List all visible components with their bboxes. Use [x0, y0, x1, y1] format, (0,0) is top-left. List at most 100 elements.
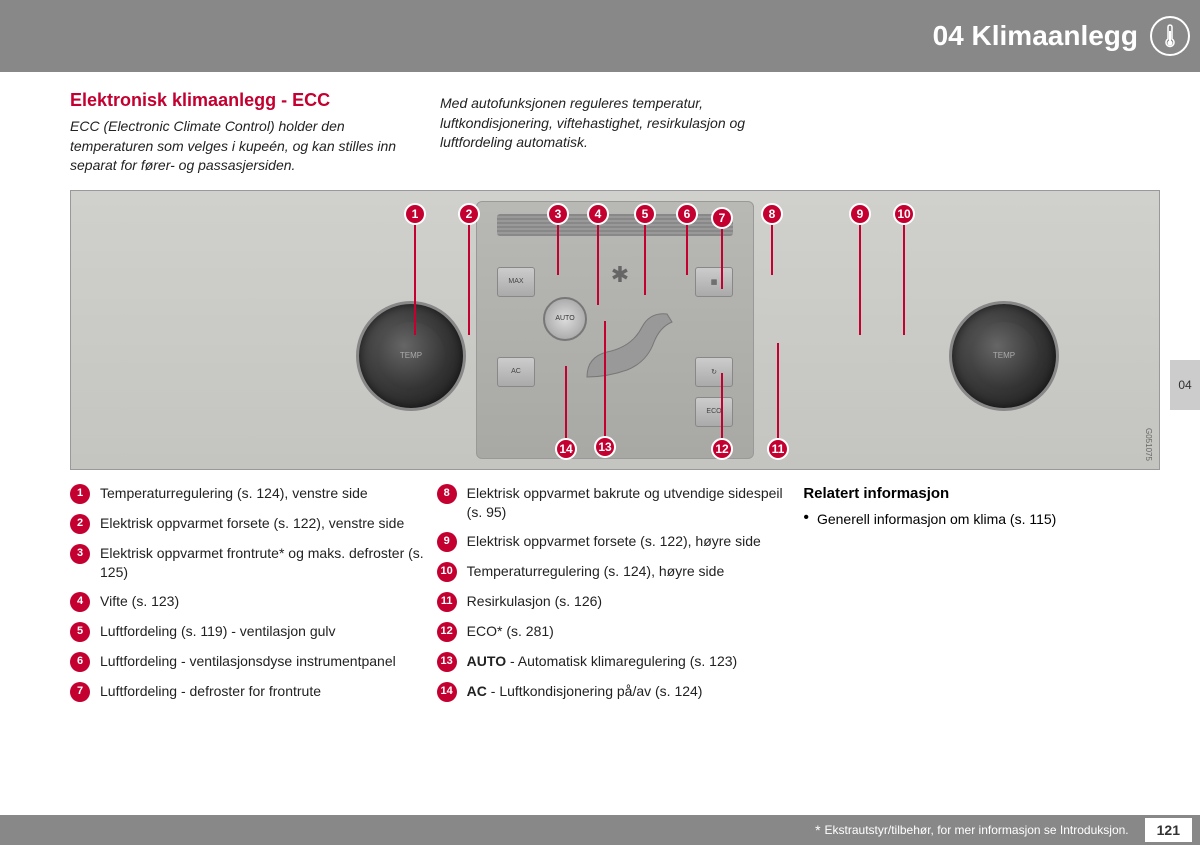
callout-3: 3 — [547, 203, 569, 225]
callout-2: 2 — [458, 203, 480, 225]
legend-num-7: 7 — [70, 682, 90, 702]
legend-text-5: Luftfordeling (s. 119) - ventilasjon gul… — [100, 622, 427, 642]
section-heading: Elektronisk klimaanlegg - ECC — [70, 90, 430, 111]
legend-text-1: Temperaturregulering (s. 124), venstre s… — [100, 484, 427, 504]
callout-1: 1 — [404, 203, 426, 225]
related-item-0: • Generell informasjon om klima (s. 115) — [803, 510, 1160, 529]
intro-row: Elektronisk klimaanlegg - ECC ECC (Elect… — [70, 90, 1160, 176]
legend-item-12: 12 ECO* (s. 281) — [437, 622, 794, 642]
legend-item-4: 4 Vifte (s. 123) — [70, 592, 427, 612]
callout-line-5 — [644, 225, 646, 295]
legend-num-10: 10 — [437, 562, 457, 582]
legend-column-1: 1 Temperaturregulering (s. 124), venstre … — [70, 484, 427, 712]
legend-text-13: AUTO - Automatisk klimaregulering (s. 12… — [467, 652, 794, 672]
climate-control-diagram: TEMP TEMP MAX AC AUTO ▦ ECO ↻ ✱ G051075 … — [70, 190, 1160, 470]
legend-text-8: Elektrisk oppvarmet bakrute og utvendige… — [467, 484, 794, 522]
callout-line-11 — [777, 343, 779, 438]
callout-line-7 — [721, 229, 723, 289]
right-temp-dial: TEMP — [949, 301, 1059, 411]
callout-5: 5 — [634, 203, 656, 225]
legend-text-11: Resirkulasjon (s. 126) — [467, 592, 794, 612]
callout-10: 10 — [893, 203, 915, 225]
fan-icon: ✱ — [595, 262, 645, 302]
callout-13: 13 — [594, 436, 616, 458]
callout-line-6 — [686, 225, 688, 275]
callout-line-8 — [771, 225, 773, 275]
legend-item-11: 11 Resirkulasjon (s. 126) — [437, 592, 794, 612]
callout-6: 6 — [676, 203, 698, 225]
defrost-max-button: MAX — [497, 267, 535, 297]
figure-id: G051075 — [1144, 428, 1153, 461]
callout-9: 9 — [849, 203, 871, 225]
related-info-column: Relatert informasjon • Generell informasj… — [803, 484, 1160, 712]
footnote-asterisk: * — [815, 822, 820, 838]
legend-item-7: 7 Luftfordeling - defroster for frontrute — [70, 682, 427, 702]
legend-text-12: ECO* (s. 281) — [467, 622, 794, 642]
seat-silhouette — [572, 302, 692, 392]
legend-item-2: 2 Elektrisk oppvarmet forsete (s. 122), v… — [70, 514, 427, 534]
callout-line-2 — [468, 225, 470, 335]
legend-item-5: 5 Luftfordeling (s. 119) - ventilasjon gu… — [70, 622, 427, 642]
page-number: 121 — [1145, 818, 1192, 842]
page-content: Elektronisk klimaanlegg - ECC ECC (Elect… — [70, 90, 1160, 712]
legend-item-9: 9Elektrisk oppvarmet forsete (s. 122), h… — [437, 532, 794, 552]
legend-text-7: Luftfordeling - defroster for frontrute — [100, 682, 427, 702]
callout-line-13 — [604, 321, 606, 436]
legend-text-4: Vifte (s. 123) — [100, 592, 427, 612]
legend-item-13: 13 AUTO - Automatisk klimaregulering (s. … — [437, 652, 794, 672]
eco-button: ECO — [695, 397, 733, 427]
bullet-dot: • — [803, 510, 809, 529]
legend-num-3: 3 — [70, 544, 90, 564]
legend-num-5: 5 — [70, 622, 90, 642]
recirc-button: ↻ — [695, 357, 733, 387]
intro-col2: Med autofunksjonen reguleres temperatur,… — [440, 94, 800, 153]
footnote-text: Ekstrautstyr/tilbehør, for mer informasj… — [825, 823, 1129, 837]
callout-line-10 — [903, 225, 905, 335]
callout-8: 8 — [761, 203, 783, 225]
legend-item-14: 14 AC - Luftkondisjonering på/av (s. 124) — [437, 682, 794, 702]
callout-line-1 — [414, 225, 416, 335]
legend-item-3: 3 Elektrisk oppvarmet frontrute* og maks.… — [70, 544, 427, 582]
legend-text-2: Elektrisk oppvarmet forsete (s. 122), ve… — [100, 514, 427, 534]
legend-text-3: Elektrisk oppvarmet frontrute* og maks. … — [100, 544, 427, 582]
legend-item-8: 8 Elektrisk oppvarmet bakrute og utvendig… — [437, 484, 794, 522]
intro-col1: ECC (Electronic Climate Control) holder … — [70, 117, 430, 176]
legend-num-4: 4 — [70, 592, 90, 612]
legend-row: 1 Temperaturregulering (s. 124), venstre … — [70, 484, 1160, 712]
callout-14: 14 — [555, 438, 577, 460]
related-text-0: Generell informasjon om klima (s. 115) — [817, 510, 1056, 529]
callout-7: 7 — [711, 207, 733, 229]
callout-12: 12 — [711, 438, 733, 460]
vent-slats — [497, 214, 733, 236]
header-bar: 04 Klimaanlegg — [0, 0, 1200, 72]
callout-line-4 — [597, 225, 599, 305]
left-temp-dial: TEMP — [356, 301, 466, 411]
footer-bar: * Ekstrautstyr/tilbehør, for mer informa… — [0, 815, 1200, 845]
legend-text-10: Temperaturregulering (s. 124), høyre sid… — [467, 562, 794, 582]
legend-num-9: 9 — [437, 532, 457, 552]
chapter-title: 04 Klimaanlegg — [933, 20, 1138, 52]
legend-num-12: 12 — [437, 622, 457, 642]
legend-num-2: 2 — [70, 514, 90, 534]
ac-button: AC — [497, 357, 535, 387]
legend-item-10: 10 Temperaturregulering (s. 124), høyre s… — [437, 562, 794, 582]
related-heading: Relatert informasjon — [803, 484, 1160, 504]
legend-item-1: 1 Temperaturregulering (s. 124), venstre … — [70, 484, 427, 504]
center-panel: MAX AC AUTO ▦ ECO ↻ ✱ — [476, 201, 754, 459]
legend-num-11: 11 — [437, 592, 457, 612]
legend-num-6: 6 — [70, 652, 90, 672]
legend-num-8: 8 — [437, 484, 457, 504]
callout-11: 11 — [767, 438, 789, 460]
legend-num-14: 14 — [437, 682, 457, 702]
callout-line-9 — [859, 225, 861, 335]
legend-column-2: 8 Elektrisk oppvarmet bakrute og utvendig… — [437, 484, 794, 712]
legend-num-1: 1 — [70, 484, 90, 504]
legend-text-14: AC - Luftkondisjonering på/av (s. 124) — [467, 682, 794, 702]
rear-defrost-button: ▦ — [695, 267, 733, 297]
callout-line-12 — [721, 373, 723, 438]
legend-num-13: 13 — [437, 652, 457, 672]
callout-line-14 — [565, 366, 567, 438]
side-tab: 04 — [1170, 360, 1200, 410]
thermometer-icon — [1150, 16, 1190, 56]
callout-4: 4 — [587, 203, 609, 225]
